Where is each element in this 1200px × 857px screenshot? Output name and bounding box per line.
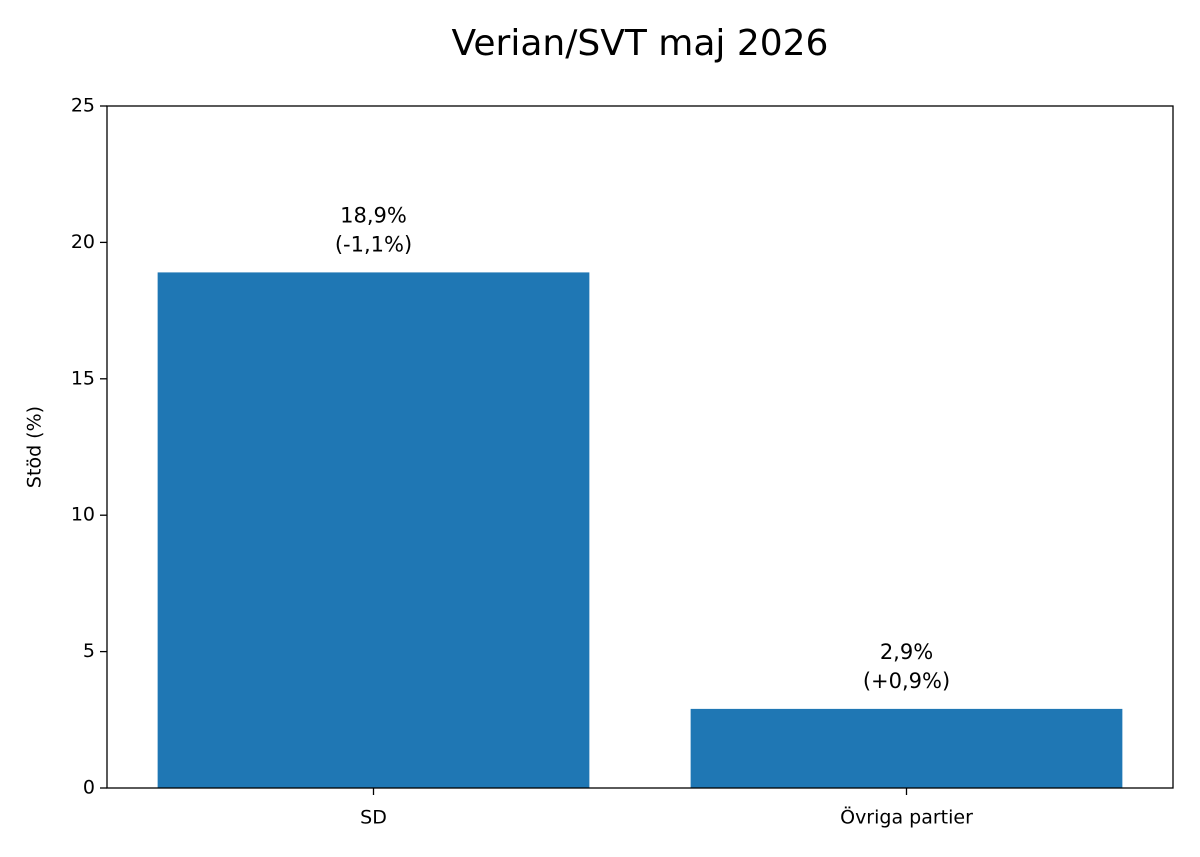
change-label: (+0,9%) [863,669,950,693]
y-tick-label: 0 [83,777,95,799]
x-tick-label: Övriga partier [840,806,973,829]
bar [157,272,590,789]
value-label: 2,9% [880,640,933,664]
y-tick-label: 5 [83,640,95,662]
change-label: (-1,1%) [335,232,412,256]
y-axis-label: Stöd (%) [24,406,46,488]
value-label: 18,9% [340,203,407,227]
x-tick-label: SD [360,807,387,829]
y-tick-label: 20 [71,231,95,253]
y-tick-label: 25 [71,95,95,117]
plot-frame [106,105,1174,789]
y-tick-label: 10 [71,504,95,526]
bar [690,708,1123,788]
y-tick-label: 15 [71,367,95,389]
chart-title: Verian/SVT maj 2026 [452,23,829,64]
